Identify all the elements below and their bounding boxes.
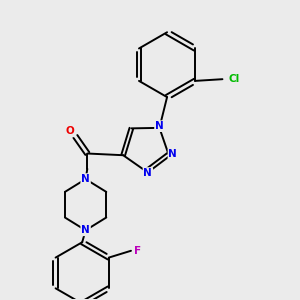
Text: O: O xyxy=(66,126,75,136)
Text: N: N xyxy=(81,225,90,235)
Text: F: F xyxy=(134,246,141,256)
Text: N: N xyxy=(81,174,90,184)
Text: N: N xyxy=(143,168,152,178)
Text: Cl: Cl xyxy=(229,74,240,84)
Text: N: N xyxy=(169,149,177,159)
Text: N: N xyxy=(155,121,164,131)
